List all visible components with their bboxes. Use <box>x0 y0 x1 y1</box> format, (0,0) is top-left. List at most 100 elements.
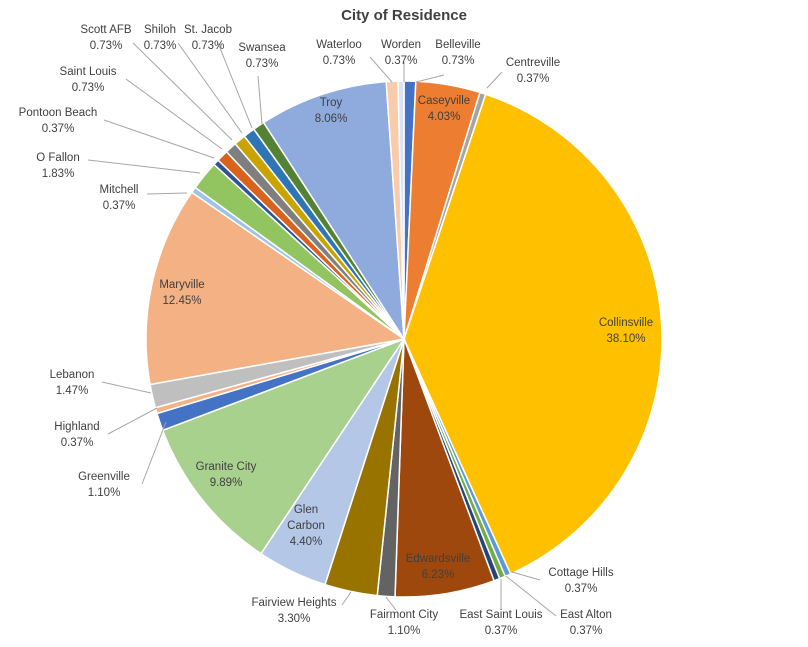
data-label-belleville: Belleville 0.73% <box>435 39 480 67</box>
label-value-fairview-heights: 3.30% <box>278 613 311 625</box>
label-name-shiloh: Shiloh <box>144 24 176 36</box>
label-value-saint-louis: 0.73% <box>72 82 105 94</box>
label-name-cottage-hills: Cottage Hills <box>548 567 613 579</box>
leader-line-lebanon <box>101 381 152 394</box>
data-label-cottage-hills: Cottage Hills 0.37% <box>548 567 613 595</box>
data-label-caseyville: Caseyville 4.03% <box>418 95 470 123</box>
leader-line-highland <box>107 407 158 435</box>
label-value-glen-carbon: 4.40% <box>290 536 323 548</box>
label-name-glen-carbon: Glen Carbon <box>287 504 325 532</box>
data-label-east-alton: East Alton 0.37% <box>560 609 612 637</box>
chart-title: City of Residence <box>341 7 467 24</box>
label-name-mitchell: Mitchell <box>100 184 139 196</box>
data-labels: Belleville 0.73% Caseyville 4.03% Centrevill… <box>19 24 653 637</box>
label-value-scott-afb: 0.73% <box>90 40 123 52</box>
label-value-belleville: 0.73% <box>442 55 475 67</box>
data-label-collinsville: Collinsville 38.10% <box>599 317 653 345</box>
data-label-scott-afb: Scott AFB 0.73% <box>80 24 131 52</box>
data-label-worden: Worden 0.37% <box>381 39 421 67</box>
label-name-greenville: Greenville <box>78 471 130 483</box>
leader-line-mitchell <box>146 192 188 195</box>
label-value-east-saint-louis: 0.37% <box>485 625 518 637</box>
label-value-fairmont-city: 1.10% <box>388 625 421 637</box>
label-value-pontoon-beach: 0.37% <box>42 123 75 135</box>
leader-line-o-fallon <box>87 159 201 174</box>
slice-maryville <box>145 191 406 386</box>
data-label-troy: Troy 8.06% <box>315 97 348 125</box>
slice-collinsville <box>403 93 663 575</box>
label-name-maryville: Maryville <box>159 279 204 291</box>
data-label-east-saint-louis: East Saint Louis 0.37% <box>459 609 542 637</box>
label-value-granite-city: 9.89% <box>210 477 243 489</box>
label-name-saint-louis: Saint Louis <box>60 66 117 78</box>
label-value-edwardsville: 6.23% <box>422 569 455 581</box>
label-name-fairview-heights: Fairview Heights <box>252 597 337 609</box>
label-value-maryville: 12.45% <box>162 295 201 307</box>
label-name-worden: Worden <box>381 39 421 51</box>
data-label-waterloo: Waterloo 0.73% <box>316 39 362 67</box>
leader-line-cottage-hills <box>511 571 541 581</box>
data-label-edwardsville: Edwardsville 6.23% <box>406 553 471 581</box>
leader-line-east-alton <box>505 575 557 617</box>
pie-slices <box>145 80 663 598</box>
leader-line-pontoon-beach <box>103 119 215 159</box>
leader-line-saint-louis <box>125 78 223 150</box>
label-name-st-jacob: St. Jacob <box>184 24 232 36</box>
label-value-caseyville: 4.03% <box>428 111 461 123</box>
data-label-swansea: Swansea 0.73% <box>238 42 286 70</box>
data-label-glen-carbon: Glen Carbon 4.40% <box>287 504 325 548</box>
label-name-lebanon: Lebanon <box>50 369 95 381</box>
leader-line-fairview-heights <box>341 591 352 606</box>
label-value-greenville: 1.10% <box>88 487 121 499</box>
label-name-belleville: Belleville <box>435 39 480 51</box>
label-name-east-saint-louis: East Saint Louis <box>459 609 542 621</box>
label-name-east-alton: East Alton <box>560 609 612 621</box>
data-label-saint-louis: Saint Louis 0.73% <box>60 66 117 94</box>
label-name-centreville: Centreville <box>506 57 560 69</box>
data-label-mitchell: Mitchell 0.37% <box>100 184 139 212</box>
label-value-troy: 8.06% <box>315 113 348 125</box>
data-label-greenville: Greenville 1.10% <box>78 471 130 499</box>
label-name-collinsville: Collinsville <box>599 317 653 329</box>
label-name-caseyville: Caseyville <box>418 95 470 107</box>
slice-troy <box>262 80 405 342</box>
data-label-highland: Highland 0.37% <box>54 421 99 449</box>
label-value-cottage-hills: 0.37% <box>565 583 598 595</box>
label-name-o-fallon: O Fallon <box>36 152 79 164</box>
label-value-east-alton: 0.37% <box>570 625 603 637</box>
slice-granite-city <box>161 337 406 555</box>
leader-line-shiloh <box>177 42 243 134</box>
data-label-centreville: Centreville 0.37% <box>506 57 560 85</box>
label-name-granite-city: Granite City <box>196 461 257 473</box>
leader-line-greenville <box>141 421 167 485</box>
label-value-shiloh: 0.73% <box>144 40 177 52</box>
leader-line-scott-afb <box>132 42 233 141</box>
data-label-shiloh: Shiloh 0.73% <box>144 24 177 52</box>
label-value-st-jacob: 0.73% <box>192 40 225 52</box>
label-value-lebanon: 1.47% <box>56 385 89 397</box>
label-value-worden: 0.37% <box>385 55 418 67</box>
leader-line-waterloo <box>369 56 393 83</box>
label-name-edwardsville: Edwardsville <box>406 553 471 565</box>
label-value-o-fallon: 1.83% <box>42 168 75 180</box>
data-label-st-jacob: St. Jacob 0.73% <box>184 24 232 52</box>
leader-line-belleville <box>415 74 445 83</box>
leader-line-swansea <box>257 75 263 125</box>
data-label-o-fallon: O Fallon 1.83% <box>36 152 79 180</box>
label-value-centreville: 0.37% <box>517 73 550 85</box>
leader-line-fairmont-city <box>385 596 397 611</box>
data-label-pontoon-beach: Pontoon Beach 0.37% <box>19 107 98 135</box>
label-name-fairmont-city: Fairmont City <box>370 609 439 621</box>
label-name-troy: Troy <box>320 97 343 109</box>
data-label-lebanon: Lebanon 1.47% <box>50 369 95 397</box>
label-name-pontoon-beach: Pontoon Beach <box>19 107 98 119</box>
label-value-collinsville: 38.10% <box>606 333 645 345</box>
label-value-swansea: 0.73% <box>246 58 279 70</box>
data-label-fairview-heights: Fairview Heights 3.30% <box>252 597 337 625</box>
leader-line-centreville <box>486 71 503 89</box>
leader-line-st-jacob <box>217 42 253 129</box>
leader-lines <box>87 42 557 617</box>
label-name-waterloo: Waterloo <box>316 39 362 51</box>
label-value-waterloo: 0.73% <box>323 55 356 67</box>
